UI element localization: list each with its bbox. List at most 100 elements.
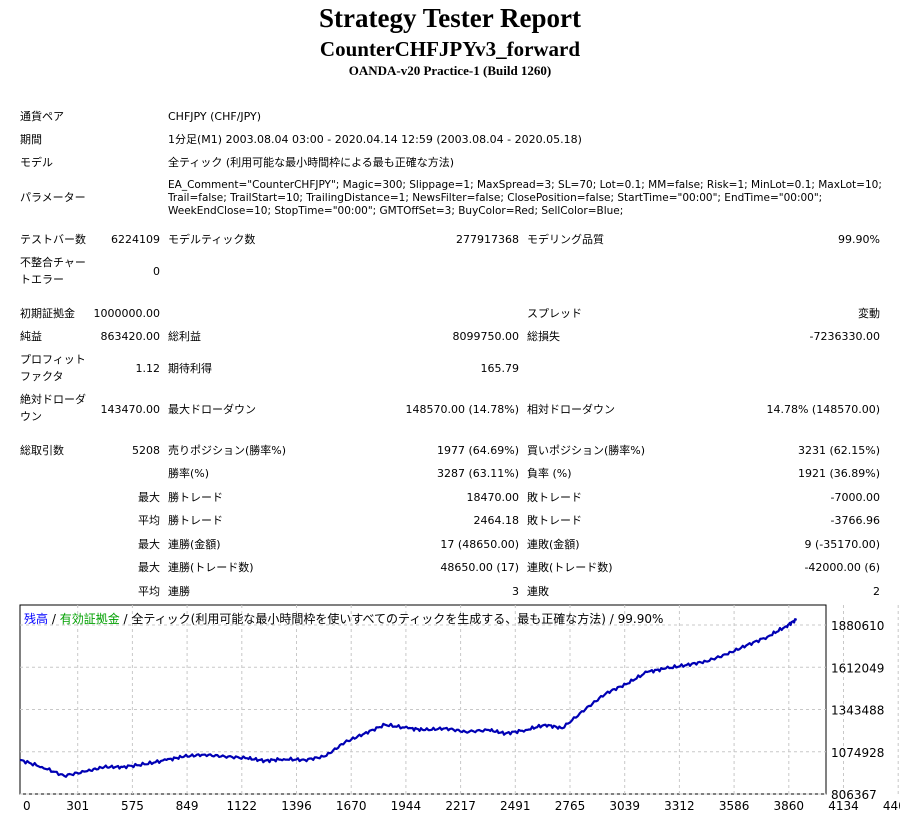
loss-pct-value: 1921 (36.89%)	[797, 467, 880, 480]
max-label-2: 最大	[138, 538, 160, 551]
y-tick-label: 1880610	[831, 619, 884, 633]
symbol-value: CHFJPY (CHF/JPY)	[168, 110, 262, 123]
cons-wins-money-value: 17 (48650.00)	[440, 538, 519, 551]
abs-dd-label-1: 絶対ドローダ	[20, 393, 86, 406]
spread-value: 変動	[858, 307, 880, 320]
cons-wins-money-label: 連勝(金額)	[168, 538, 221, 551]
win-pct-value: 3287 (63.11%)	[436, 467, 519, 480]
period-value: 1分足(M1) 2003.08.04 03:00 - 2020.04.14 12…	[168, 133, 582, 146]
max-win-value: 18470.00	[466, 491, 520, 504]
x-tick-label: 1670	[336, 799, 367, 813]
chart-legend: 残高 / 有効証拠金 / 全ティック(利用可能な最小時間枠を使いすべてのティック…	[24, 611, 663, 626]
x-tick-label: 3860	[774, 799, 805, 813]
x-tick-label: 2491	[500, 799, 531, 813]
long-value: 3231 (62.15%)	[797, 444, 880, 457]
grid-lines	[20, 605, 899, 795]
y-axis: 1880610 1612049 1343488 1074928 806367	[831, 619, 884, 802]
y-tick-label: 806367	[831, 788, 877, 802]
cons-losses-money-value: 9 (-35170.00)	[804, 538, 880, 551]
expected-label: 期待利得	[168, 362, 212, 375]
expert-name: CounterCHFJPYv3_forward	[319, 37, 581, 61]
expected-value: 165.79	[480, 362, 520, 375]
loss-pct-label: 負率 (%)	[527, 467, 572, 480]
gross-loss-value: -7236330.00	[809, 330, 880, 343]
avg-loss-label: 敗トレード	[527, 514, 582, 527]
y-tick-label: 1612049	[831, 661, 884, 675]
max-label-3: 最大	[138, 561, 160, 574]
abs-dd-label-2: ウン	[20, 410, 42, 423]
x-tick-label: 1944	[391, 799, 422, 813]
max-dd-value: 148570.00 (14.78%)	[405, 403, 519, 416]
avg-cons-wins-label: 連勝	[168, 585, 190, 598]
mismatch-label-1: 不整合チャー	[20, 256, 86, 269]
y-tick-label: 1074928	[831, 746, 884, 760]
legend-sep1: /	[48, 612, 60, 626]
cons-losses-count-label: 連敗(トレード数)	[527, 561, 613, 574]
model-value: 全ティック (利用可能な最小時間枠による最も正確な方法)	[168, 156, 455, 169]
legend-desc: 全ティック(利用可能な最小時間枠を使いすべてのティックを生成する、最も正確な方法…	[131, 611, 663, 626]
max-win-label: 勝トレード	[168, 491, 223, 504]
x-tick-label: 0	[23, 799, 31, 813]
trades-value: 5208	[132, 444, 160, 457]
legend-sep2: /	[120, 612, 132, 626]
abs-dd-value: 143470.00	[100, 403, 161, 416]
cons-wins-count-label: 連勝(トレード数)	[168, 561, 254, 574]
x-tick-label: 3586	[719, 799, 750, 813]
pf-label-2: ファクタ	[20, 370, 64, 383]
pf-label-1: プロフィット	[20, 353, 86, 366]
balance-line	[19, 618, 798, 778]
x-tick-label: 4407	[883, 799, 900, 813]
max-loss-label: 敗トレード	[527, 491, 582, 504]
x-tick-label: 4134	[828, 799, 859, 813]
short-label: 売りポジション(勝率%)	[168, 444, 287, 457]
long-label: 買いポジション(勝率%)	[527, 444, 646, 457]
quality-label: モデリング品質	[527, 233, 604, 246]
max-label-1: 最大	[138, 491, 160, 504]
ticks-value: 277917368	[456, 233, 519, 246]
x-tick-label: 849	[176, 799, 199, 813]
gross-profit-label: 総利益	[168, 330, 201, 343]
x-tick-label: 2765	[555, 799, 586, 813]
cons-wins-count-value: 48650.00 (17)	[440, 561, 519, 574]
legend-balance: 残高	[24, 611, 48, 626]
mismatch-label-2: トエラー	[20, 273, 64, 286]
x-tick-label: 301	[66, 799, 89, 813]
mismatch-value: 0	[153, 265, 160, 278]
legend-equity: 有効証拠金	[60, 611, 120, 626]
period-label: 期間	[20, 133, 42, 146]
x-tick-label: 3039	[609, 799, 640, 813]
max-loss-value: -7000.00	[830, 491, 880, 504]
avg-label-1: 平均	[138, 514, 160, 527]
x-tick-label: 1122	[227, 799, 258, 813]
x-tick-label: 3312	[664, 799, 695, 813]
ticks-label: モデルティック数	[168, 233, 256, 246]
symbol-label: 通貨ペア	[20, 110, 64, 123]
avg-cons-losses-value: 2	[873, 585, 880, 598]
avg-cons-wins-value: 3	[512, 585, 519, 598]
quality-value: 99.90%	[838, 233, 880, 246]
rel-dd-label: 相対ドローダウン	[527, 403, 615, 416]
trades-label: 総取引数	[20, 444, 64, 457]
server-info: OANDA-v20 Practice-1 (Build 1260)	[348, 63, 552, 78]
gross-loss-label: 総損失	[527, 330, 560, 343]
bars-value: 6224109	[111, 233, 160, 246]
max-dd-label: 最大ドローダウン	[168, 403, 256, 416]
short-value: 1977 (64.69%)	[436, 444, 519, 457]
model-label: モデル	[20, 156, 53, 169]
params-line3: WeekEndClose=10; StopTime="00:00"; GMTOf…	[168, 205, 624, 217]
x-tick-label: 2217	[445, 799, 476, 813]
avg-win-label: 勝トレード	[168, 514, 223, 527]
gross-profit-value: 8099750.00	[452, 330, 519, 343]
avg-win-value: 2464.18	[473, 514, 520, 527]
x-tick-label: 575	[121, 799, 144, 813]
cons-losses-count-value: -42000.00 (6)	[804, 561, 880, 574]
pf-value: 1.12	[135, 362, 161, 375]
deposit-value: 1000000.00	[93, 307, 160, 320]
avg-label-2: 平均	[138, 585, 160, 598]
params-label: パラメーター	[20, 191, 86, 204]
rel-dd-value: 14.78% (148570.00)	[766, 403, 880, 416]
avg-loss-value: -3766.96	[830, 514, 880, 527]
params-line1: EA_Comment="CounterCHFJPY"; Magic=300; S…	[168, 179, 882, 191]
y-tick-label: 1343488	[831, 704, 884, 718]
